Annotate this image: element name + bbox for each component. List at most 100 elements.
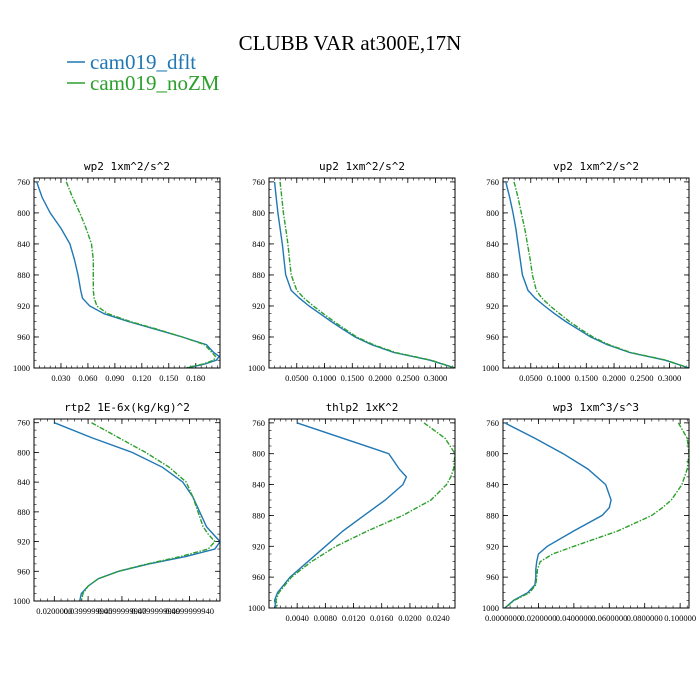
x-tick-label: 0.0160 xyxy=(370,613,393,623)
y-tick-label: 840 xyxy=(252,239,265,249)
y-tick-label: 880 xyxy=(17,270,30,280)
series-line-noZM xyxy=(65,181,217,368)
x-tick-label: 0.2500 xyxy=(396,373,419,383)
panel-title: up2 1xm^2/s^2 xyxy=(319,160,405,173)
x-tick-label: 0.1500 xyxy=(341,373,364,383)
series-line-dflt xyxy=(54,422,220,601)
y-tick-label: 800 xyxy=(486,449,499,459)
x-tick-label: 0.0800000 xyxy=(627,613,663,623)
y-tick-label: 800 xyxy=(17,208,30,218)
y-tick-label: 800 xyxy=(252,208,265,218)
series-line-dflt xyxy=(36,181,220,368)
panel-2: up2 1xm^2/s^2 760 800 840 880 920 960 1000 0.050… xyxy=(248,160,456,383)
series-line-dflt xyxy=(505,181,689,368)
x-tick-label: 0.180 xyxy=(186,373,205,383)
y-tick-label: 840 xyxy=(17,239,30,249)
y-tick-label: 1000 xyxy=(13,596,30,606)
panel-5: thlp2 1xK^2 760 800 840 880 920 960 1000 0.0040 0… xyxy=(248,401,456,623)
y-tick-label: 1000 xyxy=(482,603,499,613)
x-tick-label: 0.1000 xyxy=(313,373,336,383)
x-tick-label: 0.0599999940 xyxy=(97,606,146,616)
panel-title: thlp2 1xK^2 xyxy=(326,401,399,414)
x-tick-label: 0.0600000 xyxy=(591,613,627,623)
y-tick-label: 960 xyxy=(252,572,265,582)
series-line-dflt xyxy=(504,422,612,608)
x-tick-label: 0.2500 xyxy=(630,373,653,383)
y-tick-label: 880 xyxy=(486,270,499,280)
y-tick-label: 880 xyxy=(252,270,265,280)
x-tick-label: 0.0999999940 xyxy=(165,606,214,616)
series-line-dflt xyxy=(273,422,408,608)
y-tick-label: 840 xyxy=(252,480,265,490)
panel-1: wp2 1xm^2/s^2 760 800 840 880 920 960 1000 0.030… xyxy=(13,160,221,383)
legend-label-dflt: cam019_dflt xyxy=(90,50,196,74)
panel-4: rtp2 1E-6x(kg/kg)^2 760 800 840 880 920 960 100… xyxy=(13,401,221,616)
plot-frame xyxy=(268,418,456,609)
y-tick-label: 960 xyxy=(252,332,265,342)
legend-label-noZM: cam019_noZM xyxy=(90,71,220,95)
y-tick-label: 1000 xyxy=(248,603,265,613)
x-tick-label: 0.0040 xyxy=(285,613,308,623)
y-tick-label: 920 xyxy=(17,537,30,547)
x-tick-label: 0.0080 xyxy=(314,613,337,623)
y-tick-label: 1000 xyxy=(13,363,30,373)
x-tick-label: 0.060 xyxy=(78,373,97,383)
figure-title: CLUBB VAR at300E,17N xyxy=(239,31,462,55)
panel-title: wp2 1xm^2/s^2 xyxy=(84,160,170,173)
series-line-noZM xyxy=(80,422,216,601)
y-tick-label: 1000 xyxy=(482,363,499,373)
x-tick-label: 0.1500 xyxy=(575,373,598,383)
y-tick-label: 920 xyxy=(486,541,499,551)
y-tick-label: 760 xyxy=(17,177,30,187)
panels: wp2 1xm^2/s^2 760 800 840 880 920 960 1000 0.030… xyxy=(13,160,696,623)
x-tick-label: 0.0500 xyxy=(285,373,308,383)
y-tick-label: 760 xyxy=(486,418,499,428)
y-tick-label: 840 xyxy=(486,480,499,490)
y-tick-label: 800 xyxy=(252,449,265,459)
y-tick-label: 960 xyxy=(17,566,30,576)
x-tick-label: 0.030 xyxy=(51,373,70,383)
y-tick-label: 960 xyxy=(486,572,499,582)
x-tick-label: 0.2000 xyxy=(368,373,391,383)
plot-frame xyxy=(33,177,221,369)
x-tick-label: 0.0399999940 xyxy=(64,606,113,616)
x-tick-label: 0.090 xyxy=(105,373,124,383)
x-tick-label: 0.100000 xyxy=(664,613,696,623)
y-tick-label: 920 xyxy=(17,301,30,311)
y-tick-label: 920 xyxy=(252,541,265,551)
panel-title: wp3 1xm^3/s^3 xyxy=(553,401,639,414)
x-tick-label: 0.120 xyxy=(132,373,151,383)
x-tick-label: 0.3000 xyxy=(658,373,681,383)
y-tick-label: 840 xyxy=(17,477,30,487)
plot-frame xyxy=(502,418,690,609)
x-tick-label: 0.0200000 xyxy=(520,613,556,623)
y-tick-label: 920 xyxy=(252,301,265,311)
y-tick-label: 960 xyxy=(17,332,30,342)
x-tick-label: 0.2000 xyxy=(602,373,625,383)
plot-frame xyxy=(268,177,456,369)
panel-title: vp2 1xm^2/s^2 xyxy=(553,160,639,173)
y-tick-label: 880 xyxy=(252,510,265,520)
legend: cam019_dflt cam019_noZM xyxy=(67,50,220,95)
x-tick-label: 0.0500 xyxy=(519,373,542,383)
y-tick-label: 760 xyxy=(252,418,265,428)
x-tick-label: 0.0799999940 xyxy=(131,606,180,616)
x-tick-label: 0.1000 xyxy=(547,373,570,383)
plot-frame xyxy=(502,177,690,369)
y-tick-label: 920 xyxy=(486,301,499,311)
plot-frame xyxy=(33,418,221,602)
y-tick-label: 1000 xyxy=(248,363,265,373)
y-tick-label: 800 xyxy=(486,208,499,218)
panel-3: vp2 1xm^2/s^2 760 800 840 880 920 960 1000 0.050… xyxy=(482,160,690,383)
x-tick-label: 0.0240 xyxy=(426,613,449,623)
x-tick-label: 0.3000 xyxy=(424,373,447,383)
y-tick-label: 880 xyxy=(486,510,499,520)
panel-title: rtp2 1E-6x(kg/kg)^2 xyxy=(64,401,190,414)
series-line-noZM xyxy=(279,181,455,368)
y-tick-label: 960 xyxy=(486,332,499,342)
y-tick-label: 800 xyxy=(17,447,30,457)
y-tick-label: 760 xyxy=(486,177,499,187)
y-tick-label: 880 xyxy=(17,507,30,517)
x-tick-label: 0.0200 xyxy=(398,613,421,623)
